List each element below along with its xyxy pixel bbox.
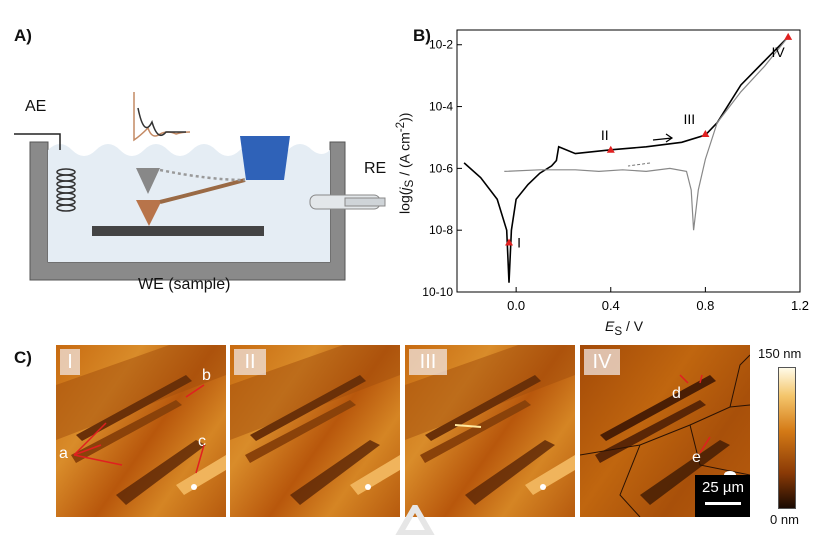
afm-label-a: a [59,445,68,462]
scale-bar [705,502,741,505]
afm-image-1: I b a c [56,345,226,517]
panel-label-b: B) [413,26,431,45]
point-label-II: II [601,127,609,143]
point-label-III: III [684,111,696,127]
point-marker-II [606,145,615,153]
afm-image-3: III [405,345,575,517]
colorbar-max-label: 150 nm [758,346,802,361]
afm-label-b: b [202,367,211,384]
afm-label-e: e [692,449,701,466]
plot-frame [456,29,801,293]
scale-bar-box: 25 µm [695,475,750,517]
series-line-1 [504,36,789,231]
x-axis-label: ES / V [605,318,644,338]
afm-image-4: IV d e 25 µm [580,345,750,517]
ae-label: AE [25,98,47,115]
point-marker-III [701,129,710,137]
y-tick-label: 10-8 [429,223,453,237]
panel-label-c: C) [14,348,32,367]
logo-watermark [395,505,435,535]
y-tick-label: 10-6 [429,161,453,175]
x-tick-label: 0.4 [602,298,620,313]
afm-image-2: II [230,345,400,517]
series-line-0 [463,36,789,283]
y-tick-label: 10-2 [429,38,453,52]
y-tick-label: 10-10 [422,285,453,299]
afm-frame-tag-1: I [60,349,80,375]
afm-frame-tag-2: II [234,349,266,375]
point-label-I: I [517,234,521,250]
x-tick-label: 0.0 [507,298,525,313]
point-marker-IV [784,32,793,40]
we-label: WE (sample) [138,276,231,293]
afm-label-c: c [198,433,206,450]
arrow-forward-head [665,133,674,143]
scale-bar-label: 25 µm [702,479,744,496]
re-label: RE [364,160,387,177]
colorbar-min-label: 0 nm [770,512,799,527]
polarization-chart: 0.0 0.4 0.8 1.210-1010-810-610-410-2IIIIIII… [422,29,809,313]
afm-label-d: d [672,385,681,402]
point-label-IV: IV [772,44,786,60]
arrow-forward [652,137,673,141]
arrow-backward [627,162,651,167]
x-tick-label: 0.8 [696,298,714,313]
panel-label-a: A) [14,26,32,45]
afm-frame-tag-4: IV [584,349,620,375]
x-tick-label: 1.2 [791,298,809,313]
colorbar [778,367,796,509]
y-tick-label: 10-4 [429,100,453,114]
afm-frame-tag-3: III [409,349,447,375]
schematic-diagram [14,92,386,281]
point-marker-I [505,238,514,246]
